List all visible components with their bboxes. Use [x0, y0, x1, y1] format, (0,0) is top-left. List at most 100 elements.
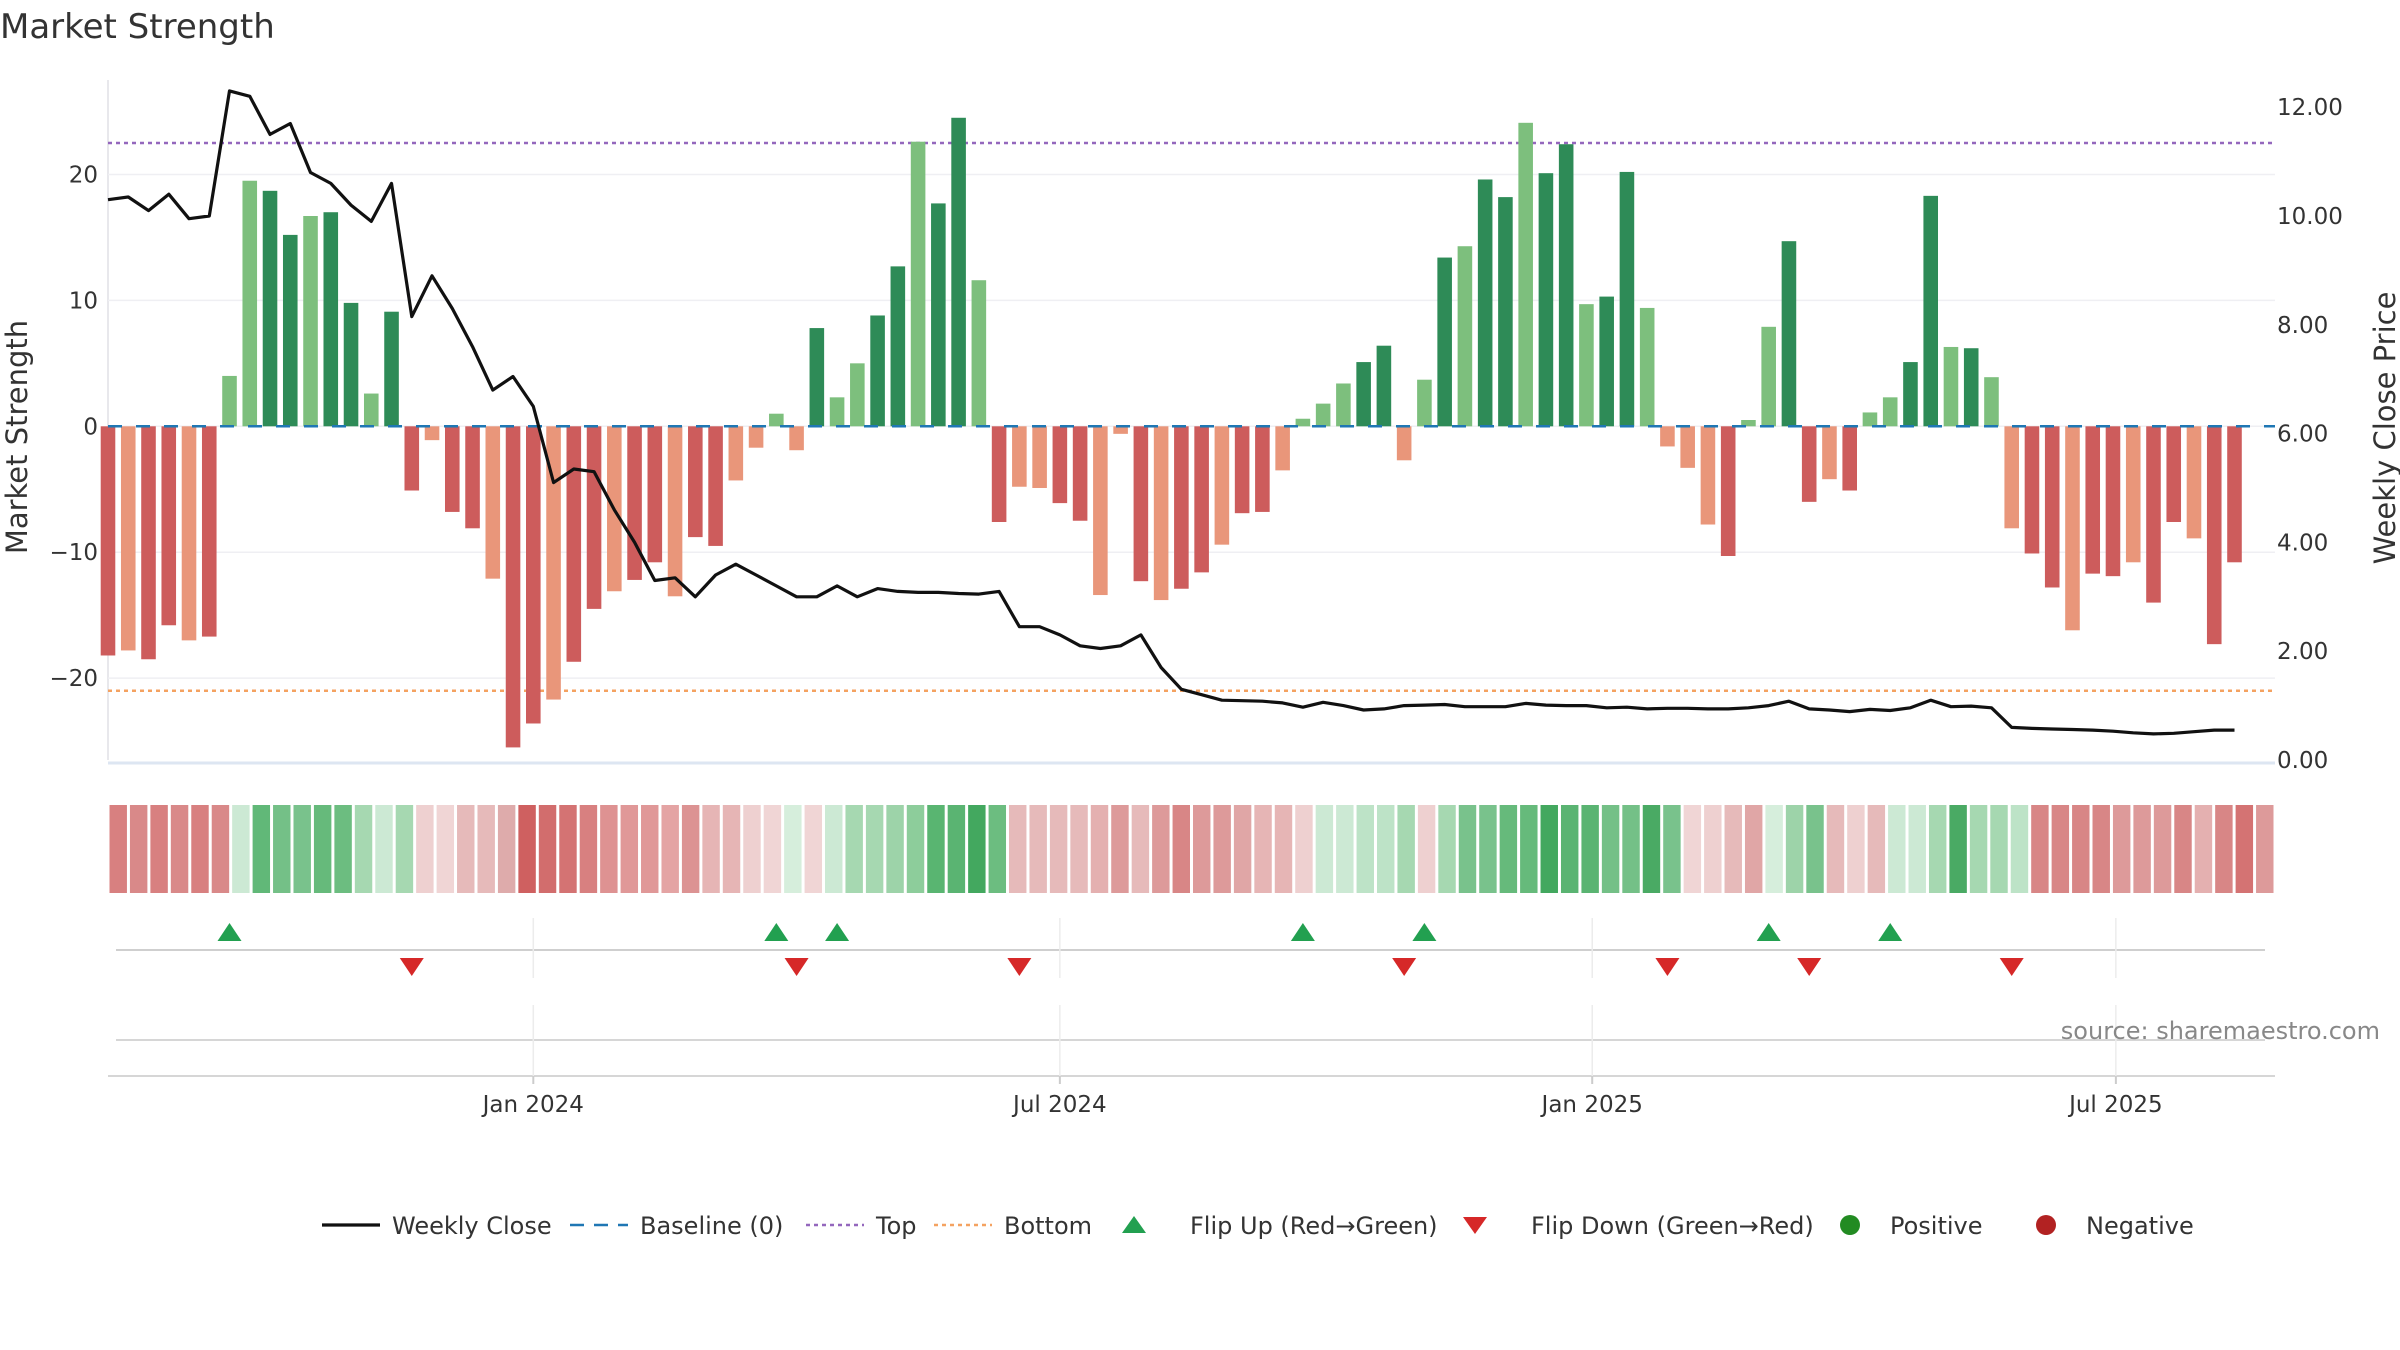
heat-cell [416, 805, 434, 893]
strength-bar [384, 311, 399, 427]
strength-bar [1214, 426, 1230, 545]
right-tick-label: 2.00 [2277, 639, 2328, 665]
heat-cell [681, 805, 700, 893]
heat-cell [2010, 805, 2029, 893]
heat-cell [1520, 805, 1538, 893]
heat-cell [232, 805, 250, 893]
flip-down-marker [1392, 958, 1417, 976]
legend-swatch [1840, 1215, 1860, 1235]
heat-cell [1704, 805, 1722, 893]
strength-bar [1903, 362, 1918, 427]
strength-bar [586, 426, 602, 609]
x-tick-label: Jan 2024 [481, 1092, 584, 1118]
strength-bar [323, 212, 339, 427]
strength-bar [465, 426, 480, 529]
heat-cell [1908, 805, 1926, 893]
heat-cell [906, 805, 925, 893]
heat-cell [1417, 805, 1436, 893]
strength-bar [647, 426, 663, 563]
heat-cell [1438, 805, 1456, 893]
strength-bar [1012, 426, 1027, 487]
legend: Weekly Close Baseline (0) Top Bottom Flip Up… [322, 1212, 2194, 1240]
left-tick-label: 20 [69, 162, 98, 188]
flip-down-marker [1655, 958, 1680, 976]
left-axis-label: Market Strength [0, 320, 34, 554]
strength-bar [931, 203, 946, 427]
heat-cell [1642, 805, 1661, 893]
strength-bar [363, 393, 379, 427]
heat-cell [1131, 805, 1150, 893]
strength-bar [1032, 426, 1047, 488]
strength-bar [2166, 426, 2182, 522]
heat-cell [559, 805, 577, 893]
strength-bar [303, 216, 318, 427]
legend-item-flip-down: Flip Down (Green→Red) [1463, 1212, 1814, 1240]
strength-bar [1376, 345, 1392, 427]
strength-bar [2125, 426, 2141, 563]
heat-cell [1376, 805, 1395, 893]
heat-cell [2092, 805, 2110, 893]
heat-cell [191, 805, 209, 893]
heat-cell [1213, 805, 1231, 893]
strength-bar [1862, 412, 1878, 427]
strength-bar [809, 328, 825, 427]
flip-down-marker [1007, 958, 1032, 976]
strength-bar [242, 180, 258, 427]
strength-bar [1700, 426, 1716, 525]
strength-bar [1072, 426, 1088, 521]
legend-swatch [1463, 1217, 1487, 1234]
heat-cell [865, 805, 884, 893]
heat-cell [620, 805, 639, 893]
heat-cell [1560, 805, 1579, 893]
heat-cell [988, 805, 1007, 893]
strength-bar [2024, 426, 2040, 554]
heat-cell [804, 805, 823, 893]
strength-bar [566, 426, 582, 662]
legend-item-baseline: Baseline (0) [570, 1212, 783, 1240]
strength-bar [1477, 179, 1493, 427]
heat-cell [1928, 805, 1947, 893]
left-tick-label: −20 [49, 666, 98, 692]
strength-bar [951, 117, 966, 427]
heat-cell [1070, 805, 1088, 893]
heat-cell [1172, 805, 1190, 893]
heat-cell [1622, 805, 1640, 893]
strength-bar [1923, 195, 1939, 427]
strength-bar [789, 426, 804, 451]
heat-cell [1458, 805, 1477, 893]
flip-markers-panel [116, 918, 2265, 978]
heat-cell [1499, 805, 1518, 893]
heat-cell [1785, 805, 1804, 893]
strength-bar [2206, 426, 2222, 645]
legend-item-negative: Negative [2036, 1212, 2194, 1240]
heat-cell [886, 805, 904, 893]
heat-cell [1009, 805, 1027, 893]
strength-bar [343, 302, 359, 427]
strength-bar [1093, 426, 1108, 596]
heat-cell [2051, 805, 2070, 893]
strength-bar [829, 397, 845, 427]
heat-cell [2256, 805, 2274, 893]
strength-bar [1417, 379, 1432, 427]
left-tick-label: 10 [69, 288, 98, 314]
strength-bar [1599, 296, 1614, 427]
heat-cell [2072, 805, 2090, 893]
right-tick-label: 0.00 [2277, 748, 2328, 774]
heat-cell [477, 805, 495, 893]
heat-cell [2235, 805, 2254, 893]
legend-item-flip-up: Flip Up (Red→Green) [1122, 1212, 1438, 1240]
right-tick-label: 6.00 [2277, 422, 2328, 448]
heat-cell [1744, 805, 1763, 893]
strength-bars [100, 117, 2275, 748]
legend-item-positive: Positive [1840, 1212, 1983, 1240]
heat-cell [375, 805, 393, 893]
strength-bar [1255, 426, 1270, 512]
heat-cell [968, 805, 986, 893]
heat-cell [1601, 805, 1620, 893]
heat-cell [273, 805, 291, 893]
heat-cell [1029, 805, 1047, 893]
heat-cell [1233, 805, 1252, 893]
strength-bar [222, 375, 237, 427]
heat-cell [1479, 805, 1497, 893]
